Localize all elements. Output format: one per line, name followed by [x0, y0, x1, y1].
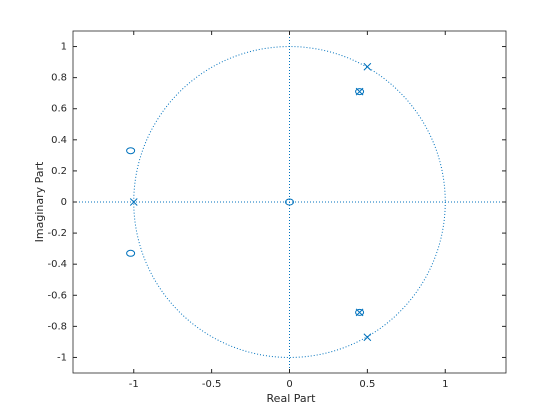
x-tick-label: -0.5 — [202, 379, 222, 390]
y-axis-label: Imaginary Part — [33, 161, 46, 242]
zero-marker — [126, 249, 136, 257]
y-tick-label: 0.8 — [51, 73, 67, 84]
y-tick-label: 0 — [61, 197, 67, 208]
zero-marker — [355, 88, 365, 96]
y-tick-label: -0.6 — [47, 290, 67, 301]
x-tick-label: -1 — [129, 379, 139, 390]
zero-marker — [285, 198, 294, 206]
pole-marker — [363, 333, 372, 342]
x-tick-label: 0 — [286, 379, 292, 390]
y-tick-label: -0.2 — [47, 228, 67, 239]
pole-marker — [355, 87, 364, 96]
y-tick-label: 0.6 — [51, 104, 67, 115]
x-tick-label: 1 — [442, 379, 448, 390]
pole-marker — [363, 62, 372, 71]
zero-marker — [355, 308, 365, 316]
pole-marker — [355, 308, 364, 317]
x-tick-label: 0.5 — [359, 379, 375, 390]
y-tick-label: -0.8 — [47, 321, 67, 332]
y-tick-label: 0.4 — [51, 135, 67, 146]
pole-marker — [129, 198, 138, 206]
zero-marker — [126, 147, 136, 155]
y-tick-label: 0.2 — [51, 166, 67, 177]
x-axis-label: Real Part — [267, 392, 317, 405]
y-tick-label: -0.4 — [47, 259, 67, 270]
y-tick-label: -1 — [57, 352, 67, 363]
y-tick-label: 1 — [61, 42, 67, 53]
